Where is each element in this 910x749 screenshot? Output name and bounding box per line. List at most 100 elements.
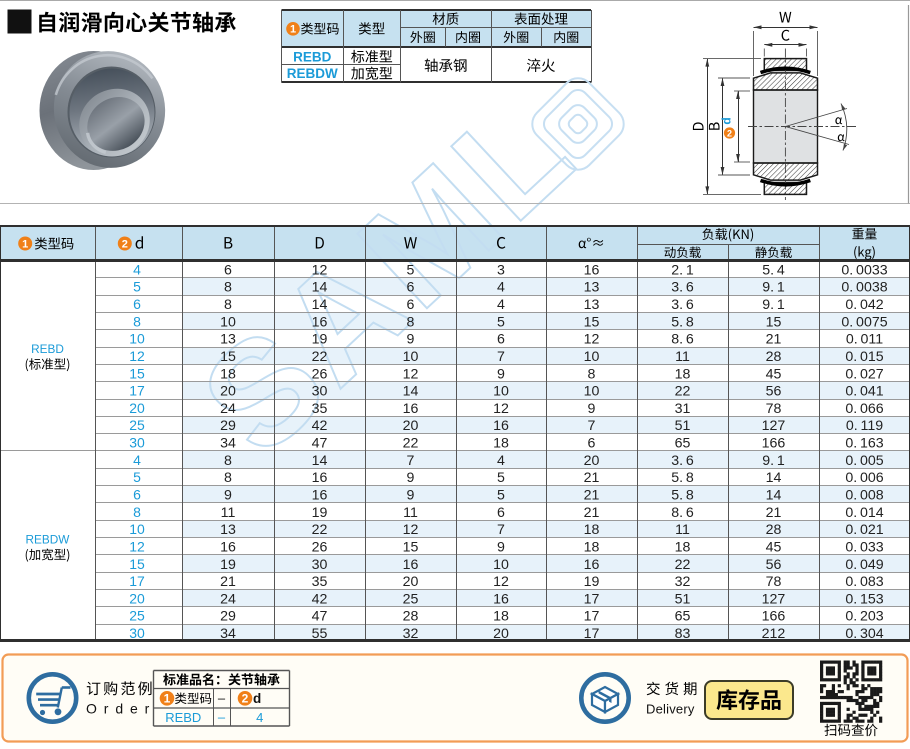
- svg-text:12: 12: [129, 538, 145, 554]
- svg-text:20: 20: [129, 400, 145, 416]
- svg-text:31: 31: [675, 401, 691, 417]
- svg-text:REBD: REBD: [31, 342, 64, 356]
- svg-text:13: 13: [584, 280, 600, 296]
- svg-text:21: 21: [220, 574, 236, 590]
- svg-text:9: 9: [407, 332, 415, 348]
- svg-text:21: 21: [584, 470, 600, 486]
- svg-text:22: 22: [312, 349, 328, 365]
- svg-text:12: 12: [403, 366, 419, 382]
- svg-text:6: 6: [133, 486, 141, 502]
- svg-text:8: 8: [224, 453, 232, 469]
- svg-text:18: 18: [584, 539, 600, 555]
- svg-text:6: 6: [224, 262, 232, 278]
- svg-text:2: 2: [727, 128, 732, 138]
- svg-text:25: 25: [403, 591, 419, 607]
- svg-text:0. 0033: 0. 0033: [841, 262, 887, 278]
- svg-text:0. 008: 0. 008: [845, 487, 883, 503]
- svg-text:3. 6: 3. 6: [671, 453, 694, 469]
- svg-text:16: 16: [403, 557, 419, 573]
- svg-text:10: 10: [220, 314, 236, 330]
- svg-text:9. 1: 9. 1: [762, 280, 785, 296]
- svg-text:5: 5: [497, 314, 505, 330]
- svg-text:6: 6: [407, 280, 415, 296]
- svg-text:0. 027: 0. 027: [845, 366, 883, 382]
- svg-text:4: 4: [497, 297, 505, 313]
- svg-text:5: 5: [497, 487, 505, 503]
- svg-text:8. 6: 8. 6: [671, 505, 694, 521]
- svg-text:REBDW: REBDW: [26, 533, 71, 547]
- svg-text:13: 13: [220, 332, 236, 348]
- svg-text:8: 8: [407, 314, 415, 330]
- svg-text:4: 4: [133, 452, 141, 468]
- svg-text:18: 18: [220, 366, 236, 382]
- svg-text:42: 42: [312, 591, 328, 607]
- svg-text:10: 10: [129, 331, 145, 347]
- svg-text:5: 5: [133, 279, 141, 295]
- svg-text:14: 14: [312, 280, 328, 296]
- svg-text:28: 28: [403, 609, 419, 625]
- svg-text:0. 0075: 0. 0075: [841, 314, 887, 330]
- svg-text:24: 24: [220, 401, 236, 417]
- svg-text:30: 30: [129, 435, 145, 451]
- svg-text:11: 11: [675, 522, 690, 538]
- svg-text:d: d: [253, 691, 261, 706]
- svg-text:6: 6: [588, 436, 596, 452]
- svg-text:18: 18: [584, 522, 600, 538]
- svg-text:0. 083: 0. 083: [845, 574, 883, 590]
- svg-text:6: 6: [133, 296, 141, 312]
- svg-text:22: 22: [403, 436, 419, 452]
- svg-text:21: 21: [584, 487, 600, 503]
- svg-text:127: 127: [762, 418, 786, 434]
- svg-text:26: 26: [312, 366, 328, 382]
- svg-text:166: 166: [762, 609, 786, 625]
- svg-text:1: 1: [290, 24, 296, 36]
- svg-text:0. 304: 0. 304: [845, 626, 883, 642]
- svg-text:8: 8: [224, 470, 232, 486]
- svg-text:Delivery: Delivery: [646, 702, 695, 717]
- svg-text:O r d e r: O r d e r: [86, 701, 151, 717]
- svg-text:9: 9: [497, 366, 505, 382]
- svg-text:32: 32: [403, 626, 419, 642]
- svg-text:14: 14: [403, 384, 419, 400]
- svg-text:17: 17: [129, 383, 145, 399]
- svg-text:19: 19: [312, 505, 328, 521]
- svg-text:0. 006: 0. 006: [845, 470, 883, 486]
- svg-text:78: 78: [766, 401, 782, 417]
- svg-text:12: 12: [403, 522, 419, 538]
- svg-text:8: 8: [224, 280, 232, 296]
- svg-text:25: 25: [129, 608, 145, 624]
- svg-text:30: 30: [129, 625, 145, 641]
- svg-text:9: 9: [497, 539, 505, 555]
- svg-text:10: 10: [403, 349, 419, 365]
- svg-text:3. 6: 3. 6: [671, 297, 694, 313]
- svg-text:8: 8: [588, 366, 596, 382]
- svg-text:–: –: [218, 710, 226, 725]
- svg-text:9: 9: [224, 487, 232, 503]
- svg-text:8: 8: [133, 504, 141, 520]
- svg-text:0. 041: 0. 041: [845, 384, 883, 400]
- svg-text:19: 19: [312, 332, 328, 348]
- svg-text:22: 22: [675, 384, 691, 400]
- svg-text:6: 6: [497, 505, 505, 521]
- svg-text:83: 83: [675, 626, 691, 642]
- svg-text:9: 9: [407, 470, 415, 486]
- svg-text:0. 011: 0. 011: [846, 332, 883, 348]
- svg-text:19: 19: [220, 557, 236, 573]
- svg-text:10: 10: [584, 384, 600, 400]
- svg-text:5. 4: 5. 4: [762, 262, 785, 278]
- svg-text:5. 8: 5. 8: [671, 314, 694, 330]
- svg-text:30: 30: [312, 384, 328, 400]
- svg-text:127: 127: [762, 591, 786, 607]
- svg-text:28: 28: [766, 522, 782, 538]
- svg-text:1: 1: [164, 692, 171, 706]
- svg-text:16: 16: [220, 539, 236, 555]
- svg-text:d: d: [720, 117, 734, 124]
- svg-text:10: 10: [493, 384, 509, 400]
- svg-text:166: 166: [762, 436, 786, 452]
- svg-text:35: 35: [312, 401, 328, 417]
- svg-text:32: 32: [675, 574, 691, 590]
- svg-text:10: 10: [129, 521, 145, 537]
- svg-text:–: –: [218, 691, 226, 706]
- svg-text:12: 12: [312, 262, 328, 278]
- svg-text:18: 18: [493, 609, 509, 625]
